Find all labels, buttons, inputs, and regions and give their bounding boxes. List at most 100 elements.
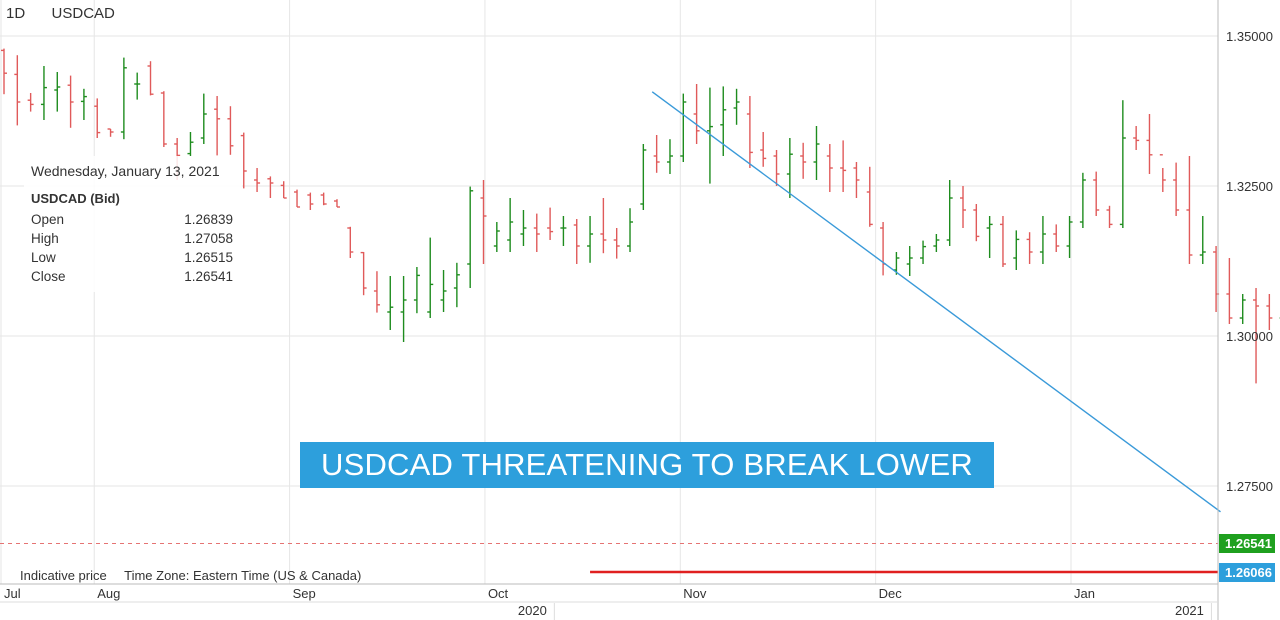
ohlc-bar	[666, 139, 673, 174]
last-price-tag: 1.26541	[1219, 533, 1275, 553]
ohlc-bars	[1, 48, 1280, 384]
ohlc-bar	[347, 226, 354, 258]
ohlc-bar	[80, 88, 87, 120]
ohlc-bar	[1186, 156, 1193, 264]
ohlc-bar	[933, 234, 940, 252]
ohlc-bar	[1159, 154, 1166, 192]
timeframe-label[interactable]: 1D	[6, 5, 26, 22]
ohlc-bar	[960, 186, 967, 228]
ohlc-bar	[986, 216, 993, 258]
tooltip-date: Wednesday, January 13, 2021	[31, 163, 220, 179]
ohlc-bar	[1106, 205, 1113, 228]
y-tick-label: 1.35000	[1226, 29, 1273, 44]
ohlc-bar	[866, 166, 873, 227]
ohlc-bar	[573, 219, 580, 264]
ohlc-bar	[200, 93, 207, 144]
ohlc-bar	[627, 208, 634, 252]
ohlc-bar	[54, 72, 61, 112]
ohlc-bar	[693, 84, 700, 144]
ohlc-bar	[973, 204, 980, 242]
grid-layer	[0, 0, 1218, 584]
x-tick-label: Oct	[488, 586, 509, 601]
ohlc-bar	[1253, 288, 1260, 384]
ohlc-bar	[400, 276, 407, 342]
ohlc-bar	[427, 237, 434, 318]
ohlc-bar	[67, 75, 74, 128]
ohlc-bar	[413, 267, 420, 314]
x-tick-label: Jan	[1074, 586, 1095, 601]
ohlc-bar	[294, 189, 301, 208]
ohlc-bar	[1066, 216, 1073, 258]
ohlc-bar	[1173, 162, 1180, 216]
ohlc-bar	[600, 198, 607, 254]
ohlc-bar	[40, 66, 47, 120]
symbol-label[interactable]: USDCAD	[51, 5, 115, 22]
ohlc-bar	[453, 262, 460, 308]
ohlc-bar	[307, 192, 314, 210]
ohlc-bar	[1266, 294, 1273, 330]
ohlc-bar	[800, 142, 807, 179]
year-label: 2020	[518, 603, 547, 618]
ohlc-bar	[27, 93, 34, 112]
ohlc-bar	[134, 72, 141, 100]
ohlc-bar	[653, 135, 660, 173]
ohlc-bar	[999, 216, 1006, 267]
ohlc-bar	[107, 128, 114, 137]
annotation-banner: USDCAD THREATENING TO BREAK LOWER	[300, 442, 994, 488]
ohlc-bar	[1239, 294, 1246, 324]
chart-header: 1D USDCAD	[6, 5, 115, 22]
resistance-trendline	[651, 91, 1221, 513]
ohlc-bar	[560, 216, 567, 246]
ohlc-bar	[333, 199, 340, 208]
ohlc-bar	[613, 228, 620, 259]
tooltip-row-close: Close 1.26541	[31, 269, 233, 288]
timezone-note: Time Zone: Eastern Time (US & Canada)	[124, 568, 362, 583]
tooltip-symbol: USDCAD (Bid)	[31, 191, 120, 206]
chart-footer: Indicative price Time Zone: Eastern Time…	[20, 568, 375, 583]
ohlc-bar	[906, 246, 913, 276]
support-price-tag: 1.26066	[1219, 563, 1275, 583]
ohlc-bar	[267, 176, 274, 198]
tooltip-row-open: Open 1.26839	[31, 212, 233, 231]
tooltip-row-low: Low 1.26515	[31, 250, 233, 269]
ohlc-bar	[120, 57, 127, 140]
tooltip-open-value: 1.26839	[184, 212, 233, 227]
ohlc-bar	[1039, 216, 1046, 264]
y-tick-label: 1.32500	[1226, 179, 1273, 194]
ohlc-bar	[1026, 232, 1033, 264]
ohlc-bar	[1, 48, 7, 95]
indicative-price-note: Indicative price	[20, 568, 107, 583]
tooltip-low-label: Low	[31, 250, 56, 265]
ohlc-bar	[493, 222, 500, 252]
ohlc-tooltip: Wednesday, January 13, 2021 USDCAD (Bid)…	[24, 156, 242, 292]
x-tick-label: Aug	[97, 586, 120, 601]
ohlc-bar	[240, 132, 247, 189]
tooltip-close-value: 1.26541	[184, 269, 233, 284]
ohlc-bar	[467, 186, 474, 288]
ohlc-bar	[826, 144, 833, 192]
ohlc-bar	[1199, 216, 1206, 264]
ohlc-bar	[440, 270, 447, 312]
ohlc-bar	[946, 180, 953, 246]
x-tick-label: Nov	[683, 586, 707, 601]
overlay-lines	[0, 91, 1221, 574]
ohlc-bar	[813, 126, 820, 180]
y-tick-label: 1.30000	[1226, 329, 1273, 344]
tooltip-low-value: 1.26515	[184, 250, 233, 265]
tooltip-high-label: High	[31, 231, 59, 246]
ohlc-bar	[840, 140, 847, 192]
ohlc-bar	[1226, 258, 1233, 324]
ohlc-bar	[1013, 230, 1020, 270]
ohlc-bar	[773, 150, 780, 186]
ohlc-bar	[920, 240, 927, 264]
ohlc-bar	[387, 276, 394, 330]
tooltip-close-label: Close	[31, 269, 66, 284]
ohlc-bar	[1093, 171, 1100, 216]
ohlc-bar	[14, 55, 21, 126]
ohlc-bar	[1146, 114, 1153, 174]
ohlc-bar	[587, 216, 594, 263]
ohlc-bar	[533, 213, 540, 252]
ohlc-bar	[520, 210, 527, 246]
ohlc-bar	[1053, 224, 1060, 252]
